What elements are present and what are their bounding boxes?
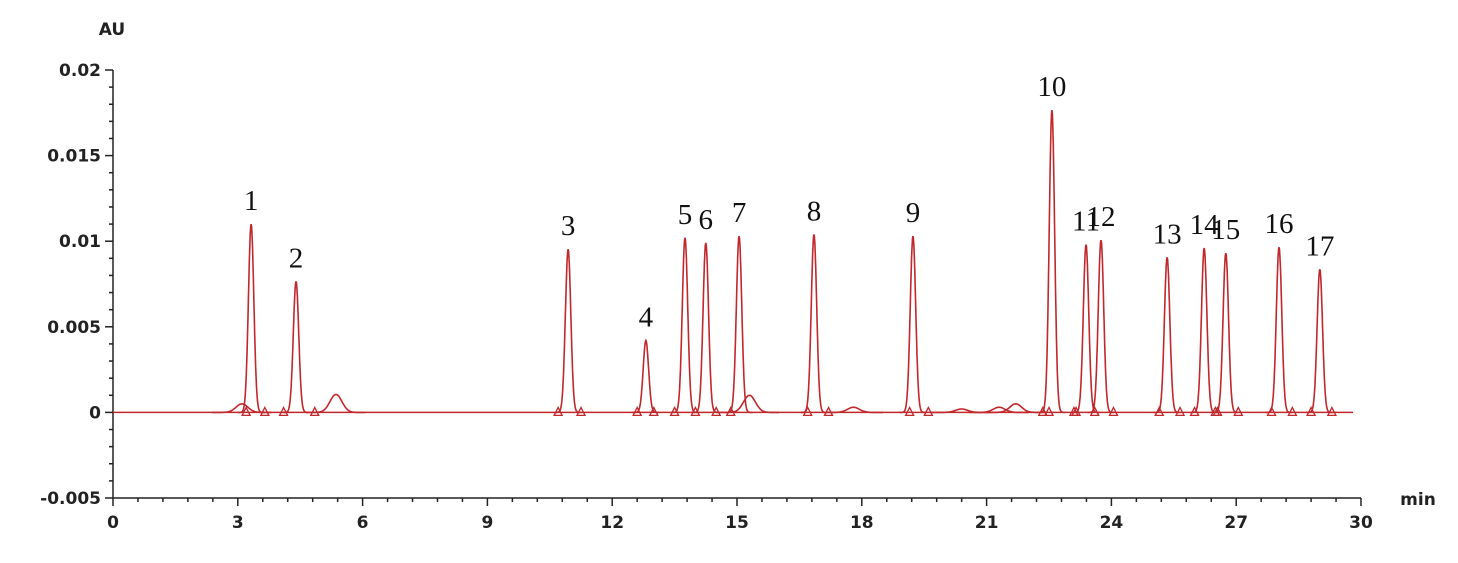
peak-label: 6	[699, 204, 714, 236]
peak-label: 4	[639, 301, 654, 333]
peak	[554, 249, 582, 414]
boundary-marker	[259, 405, 270, 417]
peak-label: 3	[561, 210, 576, 242]
peak	[282, 281, 310, 414]
peak-label: 7	[732, 197, 747, 229]
peak-label: 11	[1072, 206, 1100, 238]
peak	[986, 402, 1046, 414]
boundary-marker	[669, 405, 680, 417]
boundary-marker	[648, 405, 659, 417]
boundary-marker	[278, 405, 289, 417]
peak	[1265, 247, 1293, 414]
peak-label: 17	[1305, 230, 1334, 262]
boundary-marker	[1326, 405, 1337, 417]
peak-label: 14	[1190, 209, 1220, 241]
y-tick-label: 0.005	[47, 318, 101, 338]
peak	[632, 338, 660, 414]
boundary-marker	[241, 405, 252, 417]
peak	[725, 235, 753, 414]
y-tick-label: 0.015	[47, 147, 101, 167]
boundary-marker	[1306, 405, 1317, 417]
peak-label: 15	[1211, 214, 1240, 246]
peak-label: 1	[244, 185, 259, 217]
boundary-marker	[1089, 405, 1100, 417]
peak	[1190, 247, 1218, 414]
boundary-marker	[1037, 405, 1048, 417]
peak	[237, 223, 265, 414]
x-axis-label: min	[1400, 490, 1436, 510]
x-tick-label: 27	[1224, 513, 1248, 533]
peak-label: 16	[1265, 208, 1294, 240]
peak	[1072, 244, 1100, 414]
boundary-marker	[575, 405, 587, 417]
y-tick-label: 0.01	[59, 232, 101, 252]
boundary-marker	[690, 405, 701, 417]
peak	[671, 237, 699, 414]
boundary-marker	[1108, 405, 1119, 417]
boundary-marker	[309, 405, 320, 417]
y-tick-label: 0.02	[59, 61, 101, 81]
boundary-marker	[1070, 405, 1082, 417]
boundary-marker	[823, 405, 834, 417]
x-tick-label: 3	[232, 513, 244, 533]
peak	[969, 406, 1029, 414]
boundary-marker	[553, 405, 564, 417]
boundary-marker	[1233, 405, 1244, 417]
x-tick-label: 9	[481, 513, 493, 533]
peak-label: 10	[1037, 71, 1066, 103]
peak-label: 13	[1153, 218, 1182, 250]
boundary-marker	[1212, 405, 1223, 417]
boundary-marker	[923, 405, 934, 417]
x-tick-label: 0	[107, 513, 119, 533]
boundary-marker	[1287, 405, 1298, 417]
y-tick-label: -0.005	[40, 489, 101, 509]
peak	[1212, 253, 1240, 414]
x-tick-label: 30	[1349, 513, 1373, 533]
x-tick-label: 21	[975, 513, 999, 533]
y-axis-label: AU	[99, 20, 125, 40]
boundary-marker	[1266, 405, 1277, 417]
peak-label: 12	[1087, 201, 1116, 233]
boundary-marker	[904, 405, 915, 417]
peak	[1306, 269, 1334, 414]
boundary-marker	[802, 405, 813, 417]
peak	[800, 234, 828, 414]
peak	[692, 242, 720, 414]
boundary-marker	[1189, 405, 1200, 417]
peak	[823, 406, 884, 414]
boundary-marker	[725, 405, 736, 417]
peak-label: 2	[289, 242, 304, 274]
peak	[1038, 110, 1066, 414]
peak-label: 9	[906, 197, 921, 229]
peak	[306, 393, 366, 414]
boundary-marker	[1174, 405, 1186, 417]
peak-label: 5	[678, 199, 693, 231]
boundary-marker	[711, 405, 722, 417]
x-tick-label: 12	[600, 513, 624, 533]
peak	[719, 394, 780, 414]
x-tick-label: 18	[850, 513, 874, 533]
y-tick-label: 0	[89, 403, 101, 423]
boundary-marker	[1043, 405, 1055, 417]
x-tick-label: 6	[357, 513, 369, 533]
x-tick-label: 15	[725, 513, 749, 533]
boundary-marker	[1154, 405, 1165, 417]
x-tick-label: 24	[1100, 513, 1124, 533]
boundary-marker	[632, 405, 643, 417]
peak	[1153, 257, 1181, 414]
peak-label: 8	[807, 195, 822, 227]
peak	[899, 235, 927, 414]
